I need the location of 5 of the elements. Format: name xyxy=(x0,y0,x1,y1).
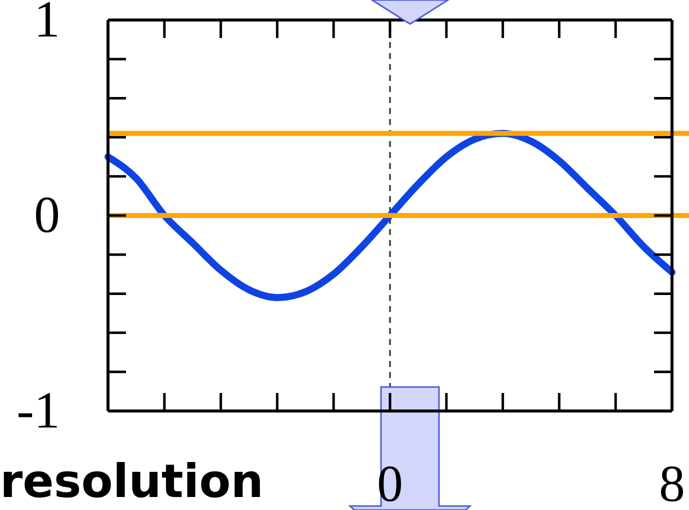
x-tick-label: 8 xyxy=(659,456,685,510)
y-tick-label: 1 xyxy=(34,0,60,49)
text: resolution xyxy=(0,454,264,508)
y-tick-label: 0 xyxy=(34,187,60,244)
y-tick-label: -1 xyxy=(16,382,60,440)
